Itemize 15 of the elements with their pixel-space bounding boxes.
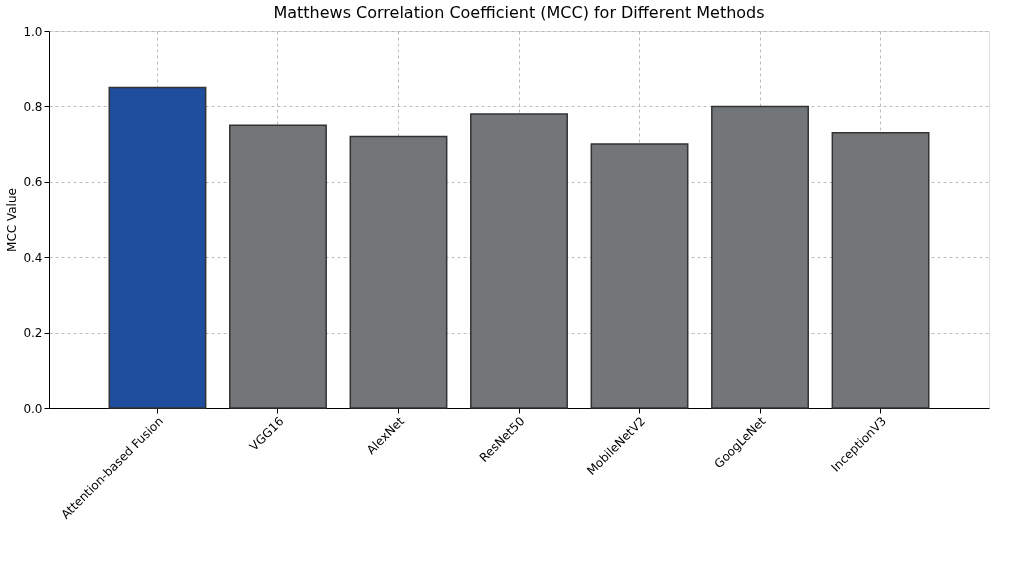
y-tick-label: 0.2 [23,326,43,341]
bar [590,143,689,409]
y-tick-label: 0.4 [23,250,43,265]
y-axis-title: MCC Value [5,188,20,252]
bar [349,135,448,409]
chart-title: Matthews Correlation Coefficient (MCC) for Different Methods [273,3,765,22]
bar [108,86,207,409]
y-tick-label: 0.8 [23,99,43,114]
bar [470,113,568,409]
y-tick-label: 0.6 [23,175,43,190]
bar [229,124,327,409]
bar [831,132,930,409]
bar [711,105,809,409]
y-tick-label: 0.0 [23,401,43,416]
y-tick-label: 1.0 [23,24,43,39]
